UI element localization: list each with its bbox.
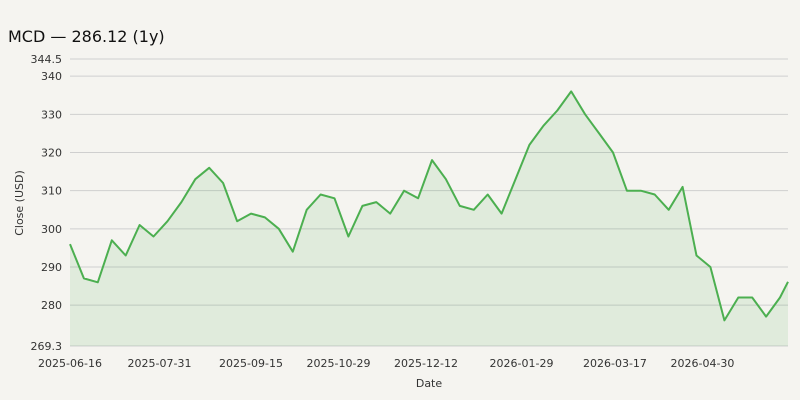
y-tick-label: 300 <box>41 223 62 236</box>
y-tick-label: 344.5 <box>31 53 63 66</box>
x-axis-label: Date <box>416 377 443 390</box>
x-tick-label: 2025-10-29 <box>307 357 371 370</box>
y-axis-label: Close (USD) <box>13 170 26 236</box>
y-tick-label: 310 <box>41 185 62 198</box>
x-tick-label: 2025-07-31 <box>128 357 192 370</box>
y-tick-label: 340 <box>41 70 62 83</box>
x-tick-label: 2025-12-12 <box>394 357 458 370</box>
x-tick-label: 2025-09-15 <box>219 357 283 370</box>
x-tick-labels: 2025-06-16 2025-07-31 2025-09-15 2025-10-29… <box>38 357 734 370</box>
price-area-fill <box>70 91 788 347</box>
x-tick-label: 2026-03-17 <box>583 357 647 370</box>
x-tick-label: 2025-06-16 <box>38 357 102 370</box>
chart-title: MCD — 286.12 (1y) <box>8 27 165 46</box>
y-tick-label: 330 <box>41 108 62 121</box>
y-tick-label: 269.3 <box>31 340 63 353</box>
y-tick-label: 290 <box>41 261 62 274</box>
y-tick-label: 320 <box>41 147 62 160</box>
x-tick-label: 2026-01-29 <box>490 357 554 370</box>
price-line <box>69 90 789 322</box>
x-tick-label: 2026-04-30 <box>671 357 735 370</box>
grid-lines <box>70 58 788 347</box>
y-tick-labels: 269.3 280 290 300 310 320 330 340 344.5 <box>31 53 63 353</box>
y-tick-label: 280 <box>41 299 62 312</box>
